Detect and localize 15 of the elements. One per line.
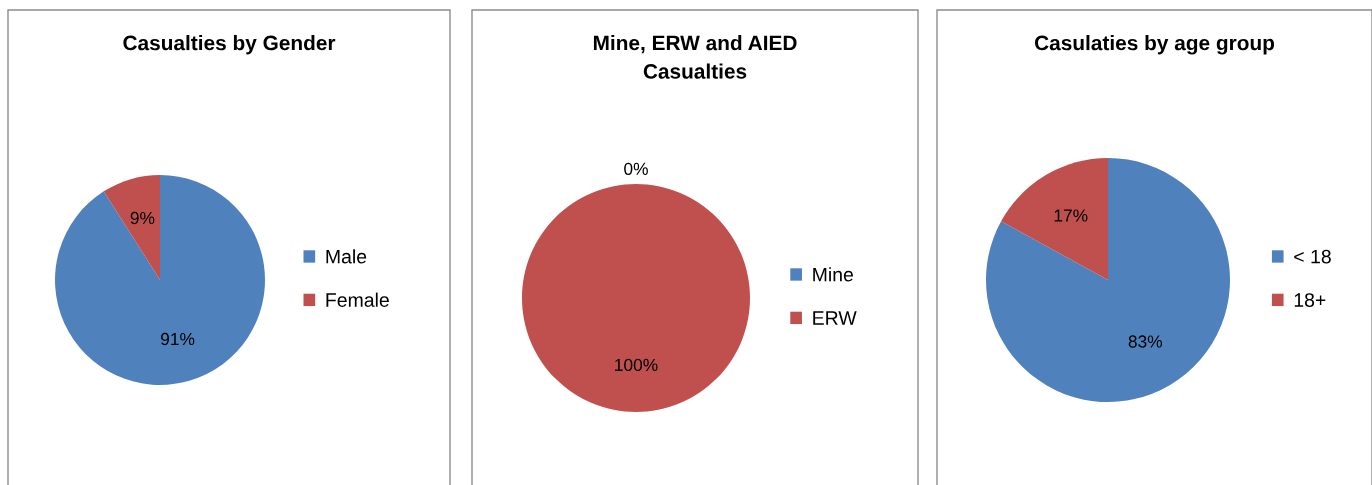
legend-label: Female xyxy=(326,292,389,307)
data-label: 9% xyxy=(130,211,155,225)
chart-title: Casulaties by age group xyxy=(1034,35,1275,55)
data-label: 83% xyxy=(1128,335,1163,348)
legend-label: Male xyxy=(326,249,367,264)
legend-label: ERW xyxy=(813,311,857,325)
chart-title: Mine, ERW and AIED Casualties xyxy=(593,35,797,79)
legend-label: 18+ xyxy=(1294,293,1326,307)
chart-title: Casualties by Gender xyxy=(123,35,336,55)
data-label: 100% xyxy=(615,358,658,372)
data-label: 91% xyxy=(161,332,195,346)
legend-label: Mine xyxy=(813,267,853,282)
legend-label: < 18 xyxy=(1294,249,1331,264)
text: 0% xyxy=(624,162,648,175)
data-label: 17% xyxy=(1054,209,1088,222)
